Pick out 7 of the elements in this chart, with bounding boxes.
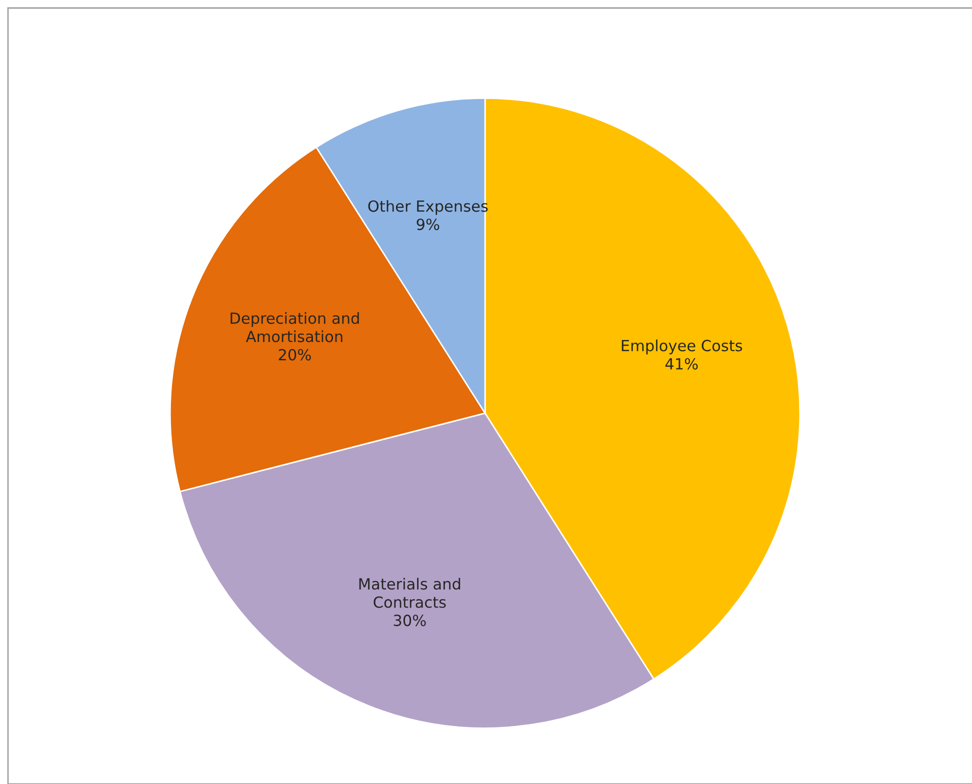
data-label: 41% [665,358,698,370]
slice-label: Depreciation and Amortisation [230,312,359,342]
data-label: 30% [394,614,426,626]
slice-label: Employee Costs [622,340,742,354]
slice-label: Materials and Contracts [359,578,460,608]
data-label: 20% [278,348,311,361]
data-label: 9% [416,218,440,230]
